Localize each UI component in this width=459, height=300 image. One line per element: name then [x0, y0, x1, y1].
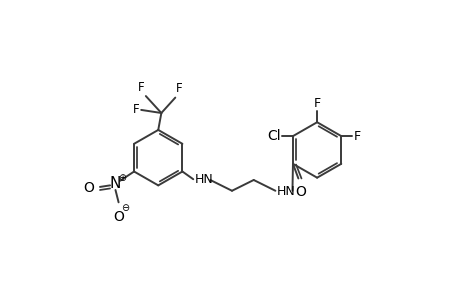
- Text: F: F: [353, 130, 360, 142]
- Text: F: F: [176, 82, 182, 95]
- Text: HN: HN: [195, 173, 213, 187]
- Text: N: N: [110, 176, 121, 191]
- Text: Cl: Cl: [266, 129, 280, 143]
- Text: O: O: [113, 210, 124, 224]
- Text: O: O: [295, 184, 306, 199]
- Text: ⊖: ⊖: [120, 203, 129, 213]
- Text: F: F: [133, 103, 140, 116]
- Text: ⊕: ⊕: [118, 173, 125, 184]
- Text: O: O: [83, 182, 94, 196]
- Text: F: F: [137, 81, 144, 94]
- Text: F: F: [313, 97, 320, 110]
- Text: HN: HN: [276, 185, 295, 198]
